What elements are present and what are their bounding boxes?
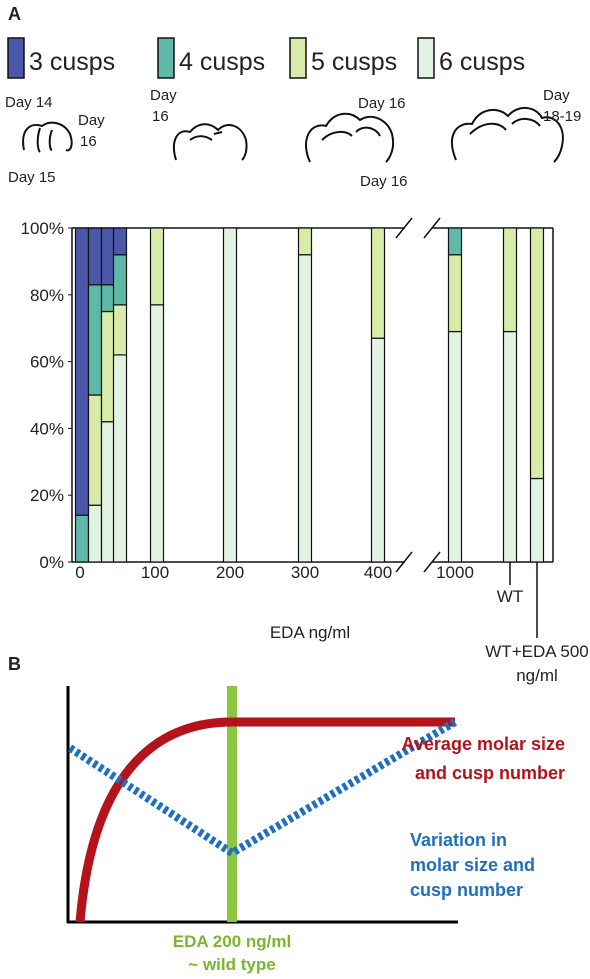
bar-segment xyxy=(87,394,103,506)
x-tick-label: 300 xyxy=(291,563,319,582)
x-tick-label: WT+EDA 500 ng/ml xyxy=(485,642,589,685)
y-tick-label: 100% xyxy=(21,219,64,238)
bar-segment xyxy=(529,477,545,563)
bar-segment xyxy=(370,337,386,563)
y-tick-label: 60% xyxy=(30,353,64,372)
stage-label: 16 xyxy=(80,133,97,150)
bar-segment xyxy=(112,227,128,256)
stage-label: Day 16 xyxy=(360,173,408,190)
y-tick-label: 20% xyxy=(30,486,64,505)
y-tick-label: 40% xyxy=(30,419,64,438)
stage-label: 16 xyxy=(152,108,169,125)
bar-segment xyxy=(87,504,103,563)
stage-label: Day 16 xyxy=(358,95,406,112)
bar-segment xyxy=(112,304,128,356)
stage-label: 18-19 xyxy=(543,108,581,125)
bar-segment xyxy=(87,284,103,396)
curve-label: Variation in xyxy=(410,830,507,850)
bar-segment xyxy=(100,284,116,313)
x-tick-label: 400 xyxy=(364,563,392,582)
legend-label: 5 cusps xyxy=(311,48,397,76)
bar-segment xyxy=(447,254,463,333)
tooth-drawings xyxy=(22,107,564,163)
y-tick-label: 80% xyxy=(30,286,64,305)
x-tick-label: 100 xyxy=(141,563,169,582)
reference-label: ~ wild type xyxy=(188,955,275,974)
bar-segment xyxy=(297,227,313,256)
curve-label: cusp number xyxy=(410,880,523,900)
curve-label: Average molar size xyxy=(402,734,565,754)
bar-segment xyxy=(529,227,545,480)
panel-label: B xyxy=(8,654,21,674)
legend-label: 3 cusps xyxy=(29,48,115,76)
stage-label: Day xyxy=(78,112,105,129)
reference-label: EDA 200 ng/ml xyxy=(173,932,291,951)
bar-segment xyxy=(370,227,386,339)
x-tick-label: 200 xyxy=(216,563,244,582)
legend-swatch xyxy=(417,37,435,79)
bar-segment xyxy=(100,227,116,286)
stage-label: Day 14 xyxy=(5,94,53,111)
bar-segment xyxy=(74,227,90,516)
legend-swatch xyxy=(7,37,25,79)
bar-segment xyxy=(222,227,238,563)
bar-segment xyxy=(112,254,128,306)
curve-label: and cusp number xyxy=(415,763,565,783)
bar-segment xyxy=(502,330,518,563)
y-tick-label: 0% xyxy=(39,553,64,572)
bar-segment xyxy=(502,227,518,333)
bar-segment xyxy=(447,227,463,256)
bar-segment xyxy=(100,310,116,423)
legend-label: 6 cusps xyxy=(439,48,525,76)
legend-swatch xyxy=(157,37,175,79)
legend-label: 4 cusps xyxy=(179,48,265,76)
bar-segment xyxy=(149,304,165,563)
curve-label: molar size and xyxy=(410,855,535,875)
bar-segment xyxy=(149,227,165,306)
x-tick-label: WT xyxy=(497,587,523,606)
bar-segment xyxy=(87,227,103,286)
stage-label: Day xyxy=(150,87,177,104)
schematic xyxy=(66,686,458,924)
bar-segment xyxy=(297,254,313,563)
legend-swatch xyxy=(289,37,307,79)
stage-label: Day xyxy=(543,87,570,104)
bar-segment xyxy=(112,354,128,563)
bar-segment xyxy=(74,514,90,563)
x-tick-label: 0 xyxy=(75,563,84,582)
bar-segment xyxy=(100,421,116,563)
panel-label: A xyxy=(8,4,21,24)
stage-label: Day 15 xyxy=(8,169,56,186)
x-tick-label: 1000 xyxy=(436,563,474,582)
plot-frame xyxy=(71,217,554,638)
x-axis-title: EDA ng/ml xyxy=(270,623,350,642)
bar-segment xyxy=(447,330,463,563)
